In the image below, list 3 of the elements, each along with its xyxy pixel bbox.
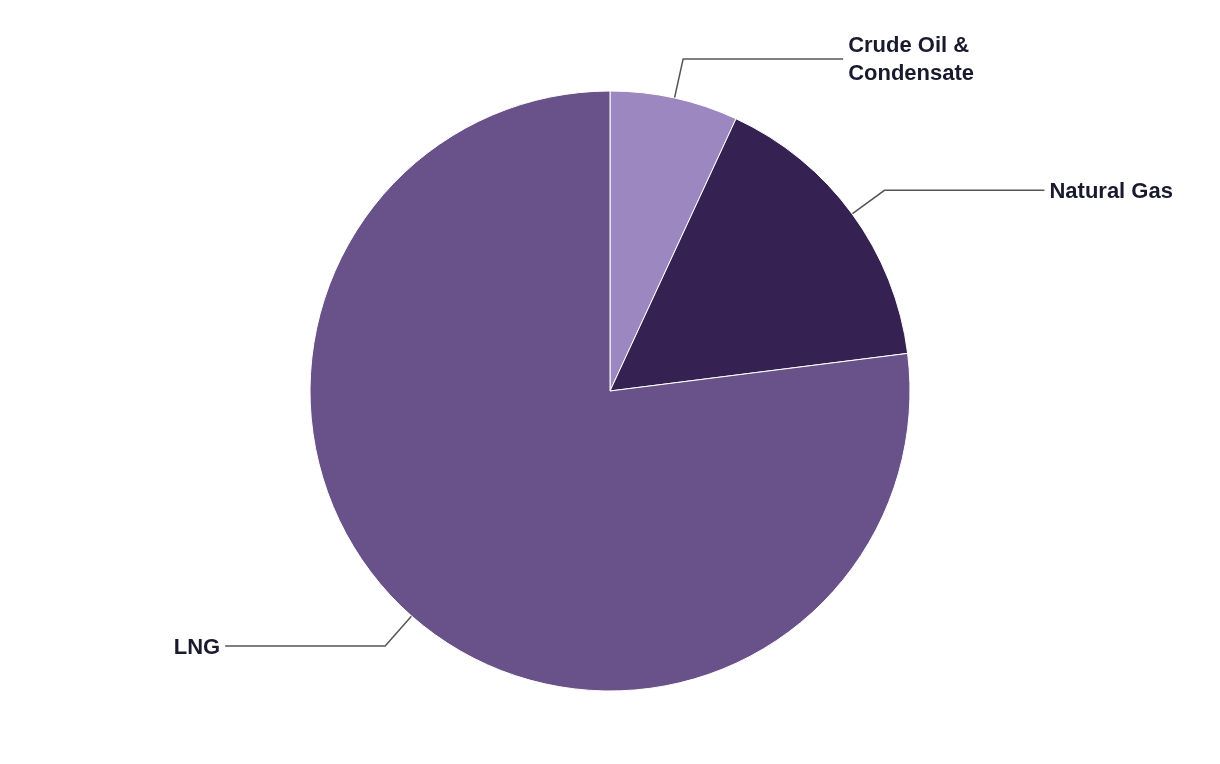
slice-label: Natural Gas xyxy=(1049,177,1173,203)
slice-label: Crude Oil & Condensate xyxy=(848,32,976,86)
slice-label: LNG xyxy=(173,633,221,659)
